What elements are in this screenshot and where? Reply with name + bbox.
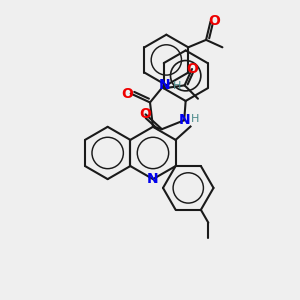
Text: H: H (172, 80, 181, 91)
Text: N: N (178, 113, 190, 127)
Text: N: N (159, 78, 171, 92)
Text: O: O (186, 62, 198, 76)
Text: N: N (147, 172, 159, 186)
Text: H: H (190, 114, 199, 124)
Text: O: O (121, 86, 133, 100)
Text: O: O (140, 107, 152, 121)
Text: O: O (208, 14, 220, 28)
